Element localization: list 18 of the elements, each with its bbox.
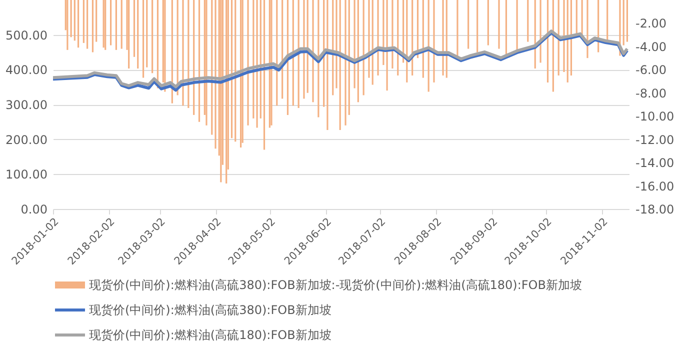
y2-tick-label: -12.00	[636, 132, 674, 147]
y2-tick-label: -2.00	[636, 16, 667, 31]
y2-tick-label: -8.00	[636, 86, 667, 100]
y-tick-label: 400.00	[6, 63, 48, 78]
y2-tick-label: -14.00	[636, 156, 674, 170]
y-tick-label: 100.00	[6, 168, 48, 182]
y-tick-label: 500.00	[6, 28, 48, 42]
legend-label: 现货价(中间价):燃料油(高硫180):FOB新加坡	[89, 328, 332, 342]
y2-tick-label: -18.00	[636, 202, 674, 216]
legend-label: 现货价(中间价):燃料油(高硫380):FOB新加坡:-现货价(中间价):燃料油(高硫180):FOB新加坡	[89, 278, 582, 292]
y-tick-label: 0.00	[20, 202, 48, 216]
y-tick-label: 300.00	[6, 98, 48, 112]
y2-tick-label: -16.00	[636, 179, 674, 194]
y2-tick-label: -6.00	[636, 63, 667, 78]
legend-label: 现货价(中间价):燃料油(高硫380):FOB新加坡	[89, 303, 332, 317]
y2-tick-label: -10.00	[636, 110, 674, 124]
y2-tick-label: -4.00	[636, 40, 667, 54]
y-tick-label: 200.00	[6, 132, 48, 147]
